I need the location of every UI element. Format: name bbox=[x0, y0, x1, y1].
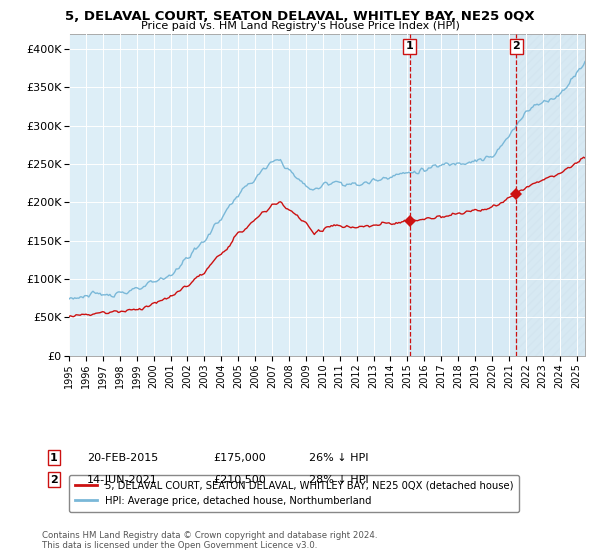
Text: 14-JUN-2021: 14-JUN-2021 bbox=[87, 475, 158, 485]
Bar bbox=[410, 34, 517, 356]
Text: £210,500: £210,500 bbox=[213, 475, 266, 485]
Legend: 5, DELAVAL COURT, SEATON DELAVAL, WHITLEY BAY, NE25 0QX (detached house), HPI: A: 5, DELAVAL COURT, SEATON DELAVAL, WHITLE… bbox=[69, 475, 520, 512]
Text: 28% ↓ HPI: 28% ↓ HPI bbox=[309, 475, 368, 485]
Text: 20-FEB-2015: 20-FEB-2015 bbox=[87, 452, 158, 463]
Bar bbox=[517, 34, 585, 356]
Text: £175,000: £175,000 bbox=[213, 452, 266, 463]
Text: Contains HM Land Registry data © Crown copyright and database right 2024.
This d: Contains HM Land Registry data © Crown c… bbox=[42, 530, 377, 550]
Text: 26% ↓ HPI: 26% ↓ HPI bbox=[309, 452, 368, 463]
Text: 1: 1 bbox=[406, 41, 413, 52]
Text: 5, DELAVAL COURT, SEATON DELAVAL, WHITLEY BAY, NE25 0QX: 5, DELAVAL COURT, SEATON DELAVAL, WHITLE… bbox=[65, 10, 535, 23]
Text: 2: 2 bbox=[50, 475, 58, 485]
Text: Price paid vs. HM Land Registry's House Price Index (HPI): Price paid vs. HM Land Registry's House … bbox=[140, 21, 460, 31]
Text: 1: 1 bbox=[50, 452, 58, 463]
Text: 2: 2 bbox=[512, 41, 520, 52]
